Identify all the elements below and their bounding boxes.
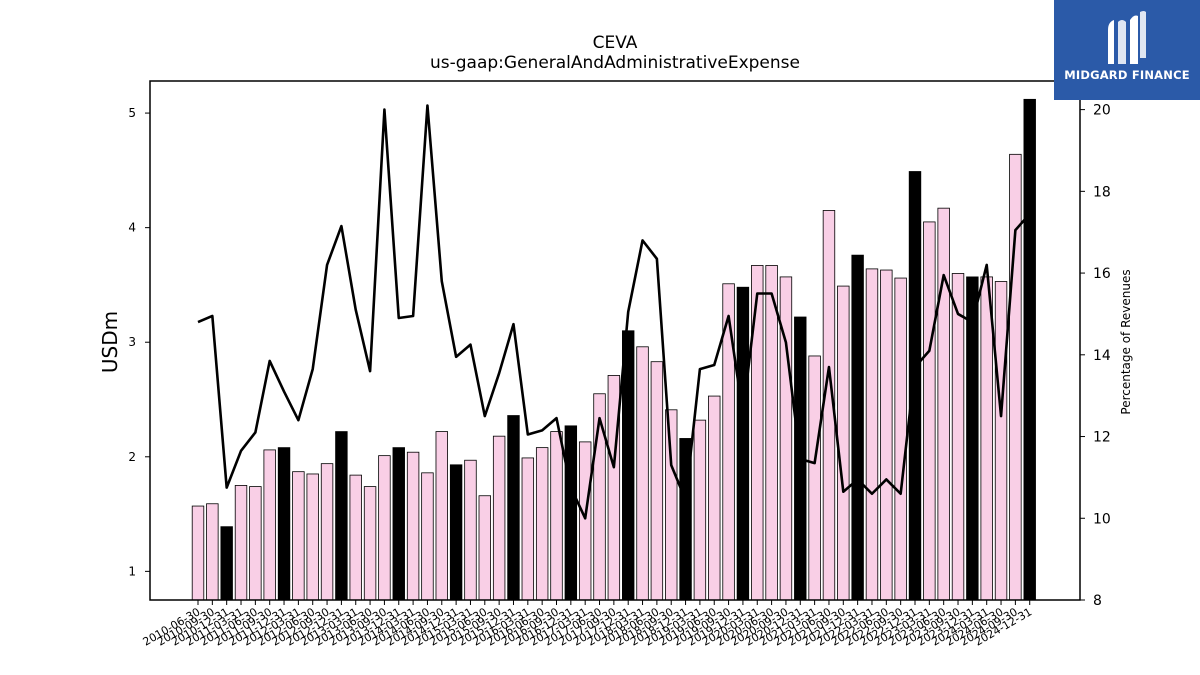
bar: [894, 277, 907, 601]
bar: [421, 472, 434, 601]
y-tick-right-label: 18: [1093, 184, 1111, 200]
y-tick-right-label: 12: [1093, 430, 1111, 446]
bar: [320, 463, 334, 601]
bar: [464, 459, 477, 601]
bar: [865, 268, 879, 601]
bar: [751, 265, 764, 601]
bar: [765, 265, 778, 601]
bar: [908, 171, 922, 601]
bar: [966, 276, 979, 601]
bar: [693, 419, 707, 601]
bar: [980, 276, 993, 601]
y-tick-right-label: 14: [1093, 348, 1111, 364]
bar: [206, 503, 219, 601]
bar: [507, 415, 520, 601]
bar: [937, 207, 950, 601]
bar: [349, 474, 362, 601]
bar: [378, 455, 391, 601]
y-axis-right-label: Percentage of Revenues: [1119, 269, 1133, 414]
plot-frame: [149, 80, 1081, 601]
brand-logo-text: MIDGARD FINANCE: [1064, 68, 1190, 82]
bar: [263, 449, 276, 601]
bar: [994, 281, 1008, 601]
bar-series: [191, 98, 1036, 601]
bar: [578, 441, 592, 601]
bar: [521, 457, 535, 601]
y-tick-right-label: 8: [1093, 593, 1102, 609]
bar: [1023, 98, 1036, 601]
bar: [851, 254, 864, 601]
bar: [650, 361, 664, 601]
bar: [363, 486, 377, 601]
y-tick-right-label: 16: [1093, 266, 1111, 282]
bar: [837, 285, 850, 601]
bar: [564, 425, 578, 601]
bar: [478, 495, 492, 601]
bar: [392, 447, 405, 601]
bar: [435, 431, 448, 601]
bar: [249, 486, 262, 601]
bar: [335, 431, 348, 601]
bar: [306, 473, 319, 601]
bar: [492, 435, 506, 601]
x-axis: 2010-06-302010-09-302010-12-312011-03-31…: [141, 600, 1034, 649]
y-tick-left-label: 1: [128, 564, 136, 578]
bar: [1009, 153, 1022, 601]
bar: [880, 269, 893, 601]
bar: [951, 273, 965, 601]
bar: [923, 221, 936, 601]
line-series: [197, 104, 1031, 520]
bar: [550, 431, 563, 601]
y-tick-right-label: 20: [1093, 103, 1111, 119]
bar: [708, 395, 721, 601]
brand-logo: MIDGARD FINANCE: [1054, 0, 1200, 100]
bar: [277, 447, 291, 601]
midgard-finance-logo-icon: [1108, 11, 1146, 64]
y-axis-left-label: USDm: [98, 311, 122, 373]
y-axis-left: 1 2 3 4 5: [128, 106, 150, 578]
bar: [191, 505, 205, 601]
line-path: [197, 104, 1031, 520]
y-tick-left-label: 5: [128, 106, 136, 120]
bar: [622, 330, 635, 601]
bar: [449, 464, 463, 601]
bar: [636, 346, 649, 601]
chart-title: CEVA: [593, 33, 638, 53]
bar: [808, 355, 821, 601]
y-axis-right: 8 10 12 14 16 18 20: [1080, 103, 1111, 609]
bar: [234, 485, 248, 601]
bar: [665, 409, 678, 601]
y-tick-left-label: 2: [128, 450, 136, 464]
chart-subtitle: us-gaap:GeneralAndAdministrativeExpense: [430, 53, 800, 73]
y-tick-right-label: 10: [1093, 511, 1111, 527]
y-tick-left-label: 4: [128, 221, 136, 235]
y-tick-left-label: 3: [128, 335, 136, 349]
bar: [292, 471, 305, 601]
bar: [736, 286, 750, 601]
bar: [535, 447, 549, 601]
bar: [406, 451, 420, 601]
bar: [220, 526, 233, 601]
